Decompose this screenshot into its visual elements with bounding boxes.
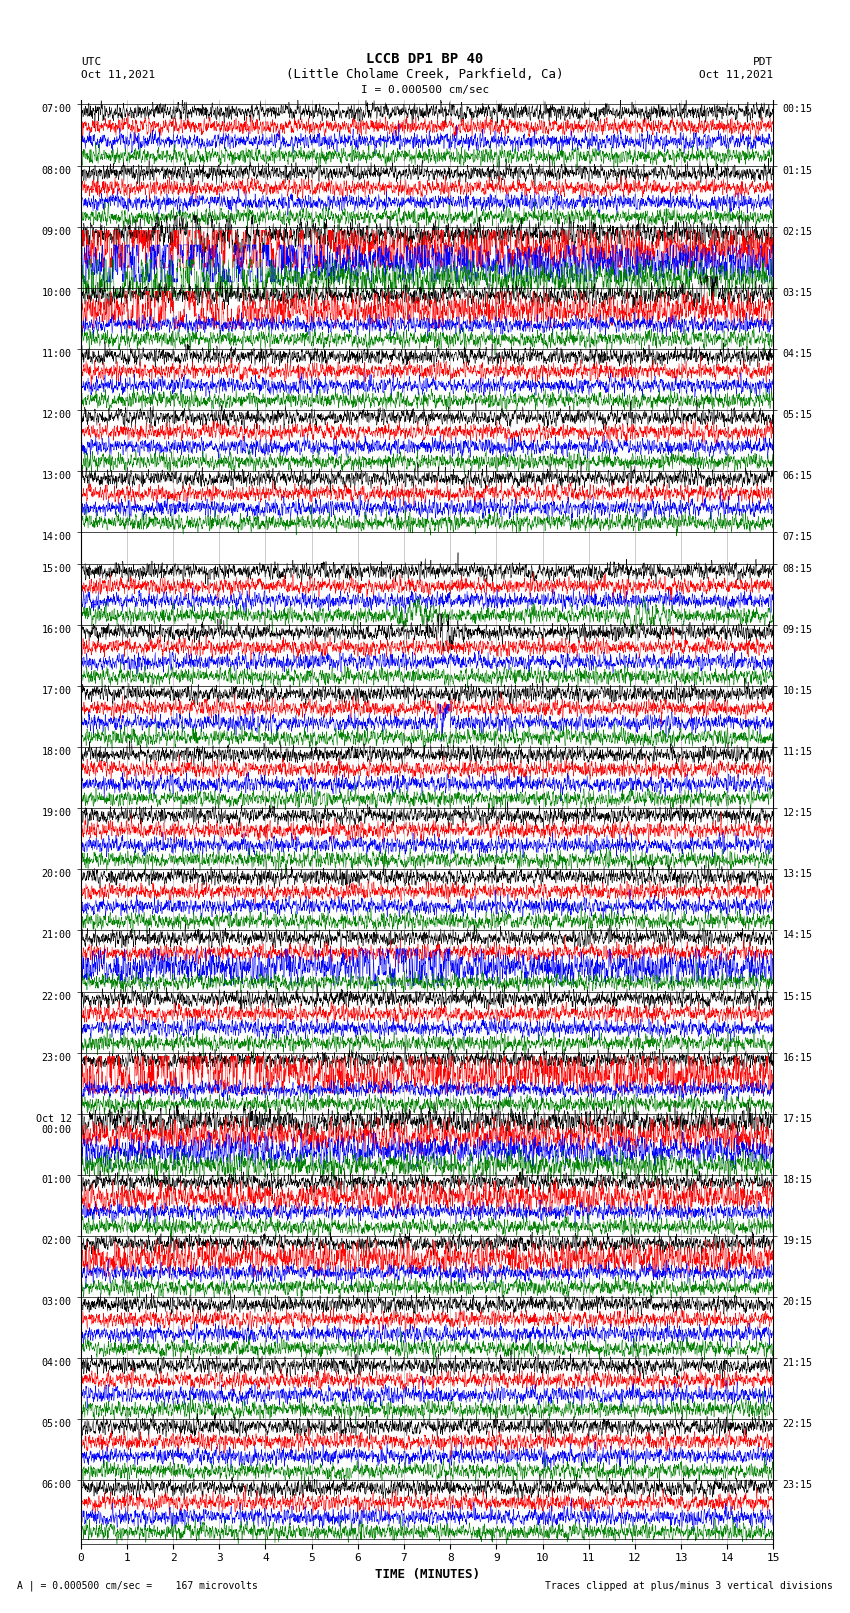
Text: PDT: PDT xyxy=(753,56,774,68)
Text: A | = 0.000500 cm/sec =    167 microvolts: A | = 0.000500 cm/sec = 167 microvolts xyxy=(17,1581,258,1590)
Text: UTC: UTC xyxy=(81,56,101,68)
Text: LCCB DP1 BP 40: LCCB DP1 BP 40 xyxy=(366,52,484,66)
Text: Oct 11,2021: Oct 11,2021 xyxy=(81,69,155,81)
Text: (Little Cholame Creek, Parkfield, Ca): (Little Cholame Creek, Parkfield, Ca) xyxy=(286,68,564,81)
Text: I = 0.000500 cm/sec: I = 0.000500 cm/sec xyxy=(361,84,489,95)
Text: Traces clipped at plus/minus 3 vertical divisions: Traces clipped at plus/minus 3 vertical … xyxy=(545,1581,833,1590)
X-axis label: TIME (MINUTES): TIME (MINUTES) xyxy=(375,1568,479,1581)
Text: Oct 11,2021: Oct 11,2021 xyxy=(700,69,774,81)
